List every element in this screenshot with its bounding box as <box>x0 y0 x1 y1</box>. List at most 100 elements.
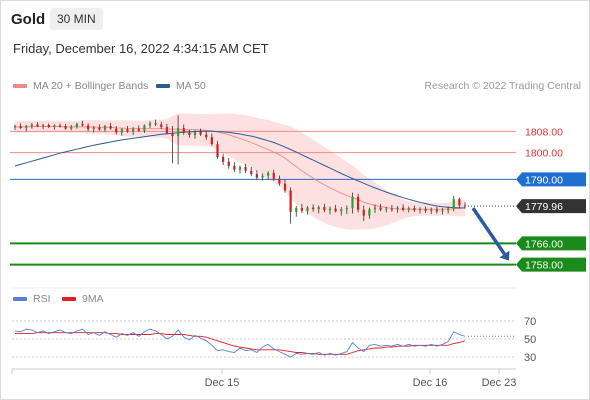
candle-body <box>441 210 444 212</box>
ma50-legend-label: MA 50 <box>176 80 206 92</box>
price-tag-1808.00: 1808.00 <box>525 126 563 138</box>
candle-body <box>334 208 337 212</box>
candle-body <box>205 134 208 138</box>
price-tag-1790.00-bg <box>516 172 586 187</box>
symbol-title: Gold <box>11 11 46 28</box>
candle-body <box>98 127 101 130</box>
candle-body <box>357 196 360 210</box>
candle-body <box>300 208 303 211</box>
candle-body <box>199 131 202 135</box>
candle-body <box>458 199 461 206</box>
price-tag-1758.00-bg <box>516 257 586 272</box>
candle-body <box>58 125 62 127</box>
last-price-tag: 1779.96 <box>516 199 586 214</box>
candle-body <box>373 207 377 210</box>
last-price-tag-label: 1779.96 <box>525 201 563 213</box>
candle-body <box>385 208 388 210</box>
candle-body <box>148 123 152 126</box>
candle-body <box>289 190 292 212</box>
candle-body <box>278 178 281 184</box>
candle-body <box>81 123 84 126</box>
rsi-legend: RSI <box>13 293 51 305</box>
price-tag-1758.00: 1758.00 <box>516 257 586 272</box>
candle-body <box>238 167 242 170</box>
rsi-line <box>14 328 466 358</box>
candle-body <box>53 125 56 128</box>
candle-body <box>272 172 275 179</box>
candle-body <box>75 123 78 127</box>
ma20-line <box>14 126 466 210</box>
candle-body <box>137 128 140 131</box>
timeframe-button[interactable]: 30 MIN <box>50 8 103 30</box>
ma50-swatch <box>156 84 170 88</box>
price-tag-1758.00-label: 1758.00 <box>525 260 563 272</box>
candle-body <box>13 126 17 128</box>
price-tag-1800.00-label: 1800.00 <box>525 148 563 160</box>
candle-body <box>306 207 309 211</box>
candle-body <box>92 127 95 130</box>
forecast-arrow-shaft <box>471 207 506 256</box>
candle-body <box>255 174 258 178</box>
candle-body <box>295 208 298 212</box>
candle-body <box>160 124 163 128</box>
candle-body <box>109 126 112 129</box>
candle-body <box>379 207 382 210</box>
candle-body <box>345 208 348 210</box>
candle-body <box>447 208 450 211</box>
rsi-ma-legend: 9MA <box>62 293 104 305</box>
rsi-swatch <box>13 297 27 301</box>
candle-body <box>312 207 315 210</box>
candle-body <box>323 207 326 211</box>
candle-body <box>362 209 365 216</box>
rsi-ma-legend-label: 9MA <box>82 293 104 305</box>
candle-body <box>227 161 230 166</box>
ma50-legend: MA 50 <box>156 80 206 92</box>
candle-body <box>36 124 39 127</box>
candle-body <box>463 205 467 207</box>
candle-body <box>154 123 157 125</box>
candle-body <box>188 132 191 136</box>
candle-body <box>283 183 287 191</box>
candle-body <box>328 208 332 211</box>
candle-body <box>47 124 50 128</box>
x-tick-label: Dec 16 <box>413 377 448 389</box>
price-tag-1800.00: 1800.00 <box>525 148 563 160</box>
candle-body <box>261 175 264 178</box>
candle-body <box>233 166 236 170</box>
candle-body <box>390 208 393 210</box>
candle-body <box>171 132 174 137</box>
candle-body <box>340 209 343 212</box>
rsi-level-label: 70 <box>524 316 536 328</box>
candle-body <box>317 207 320 210</box>
candle-body <box>182 128 185 133</box>
candle-body <box>424 209 427 211</box>
last-price-tag-bg <box>516 199 586 214</box>
candle-body <box>216 144 219 157</box>
credit-text: Research © 2022 Trading Central <box>424 80 581 92</box>
price-tag-1790.00: 1790.00 <box>516 172 586 187</box>
rsi-level-label: 30 <box>524 352 536 364</box>
candle-body <box>70 126 73 129</box>
rsi-legend-label: RSI <box>33 293 51 305</box>
rsi-ma-swatch <box>62 297 76 301</box>
price-tag-1766.00-bg <box>516 236 586 251</box>
candle-body <box>30 124 33 126</box>
candle-body <box>402 207 405 210</box>
candle-body <box>351 196 354 209</box>
price-tag-1808.00-label: 1808.00 <box>525 126 563 138</box>
candle-body <box>413 208 416 211</box>
rsi-ma-line <box>15 332 466 355</box>
candle-body <box>64 126 67 129</box>
candle-body <box>430 209 433 211</box>
candle-body <box>435 209 438 212</box>
candle-body <box>87 125 90 130</box>
candle-body <box>126 129 129 132</box>
ma20-swatch <box>13 84 27 88</box>
candle-body <box>368 209 371 216</box>
ma20-legend-label: MA 20 + Bollinger Bands <box>33 80 149 92</box>
x-tick-label: Dec 15 <box>205 377 240 389</box>
forecast-arrow-head <box>499 250 510 261</box>
ma20-legend: MA 20 + Bollinger Bands <box>13 80 148 92</box>
candle-body <box>193 131 197 136</box>
